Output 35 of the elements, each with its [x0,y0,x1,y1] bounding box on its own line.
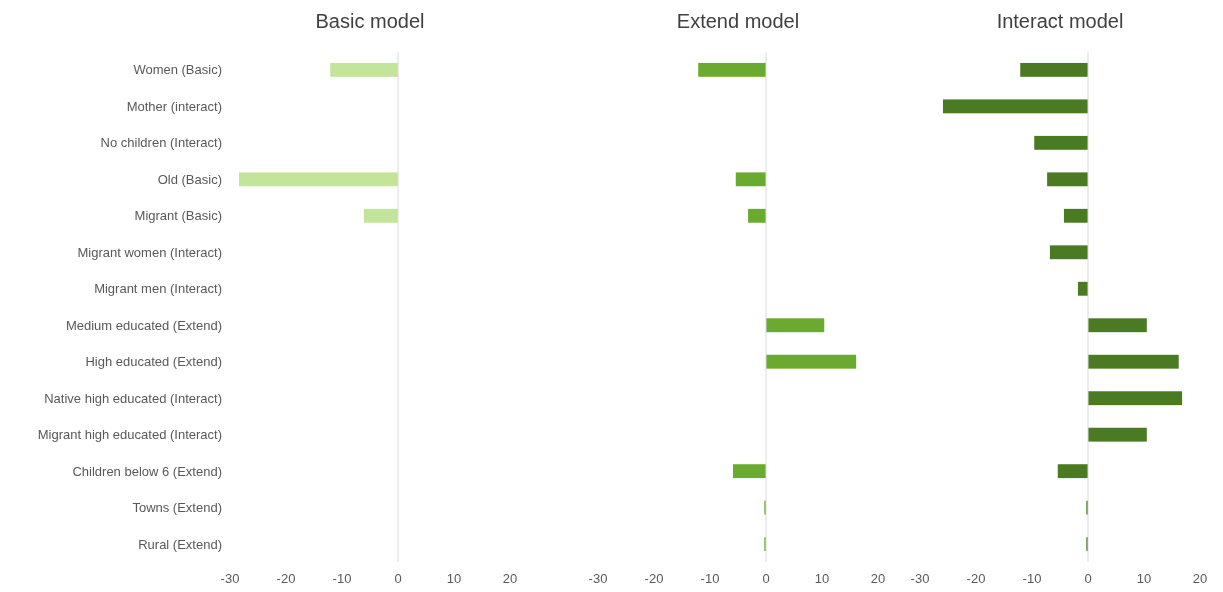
x-tick-label: 10 [1136,571,1152,586]
x-tick-label: -10 [1022,571,1042,586]
y-tick-label: Rural (Extend) [138,536,222,552]
y-tick-label: Old (Basic) [157,171,222,187]
y-tick-label: Migrant men (Interact) [94,281,222,297]
chart-title: Extend model [676,10,800,32]
y-tick-label: Women (Basic) [133,62,222,78]
y-tick-label: Medium educated (Extend) [65,317,222,333]
chart-title: Interact model [996,10,1124,32]
x-tick-label: -20 [644,571,664,586]
x-tick-label: -30 [910,571,930,586]
x-tick-label: -20 [966,571,986,586]
x-tick-label: 10 [446,571,462,586]
x-tick-label: 20 [1192,571,1208,586]
x-tick-label: -10 [332,571,352,586]
y-tick-label: Native high educated (Interact) [44,390,222,406]
x-tick-label: -30 [220,571,240,586]
chart-title: Basic model [315,10,425,32]
x-tick-label: 20 [870,571,886,586]
y-tick-label: Migrant women (Interact) [77,244,222,260]
y-tick-label: High educated (Extend) [85,354,222,370]
x-tick-label: 0 [762,571,770,586]
x-tick-label: 20 [502,571,518,586]
x-tick-label: -10 [700,571,720,586]
x-tick-label: 0 [1084,571,1092,586]
x-tick-label: -30 [588,571,608,586]
x-tick-label: 10 [814,571,830,586]
y-tick-label: Towns (Extend) [132,500,222,516]
y-tick-label: No children (Interact) [100,135,222,151]
y-tick-label: Children below 6 (Extend) [72,463,222,479]
x-tick-label: -20 [276,571,296,586]
x-tick-label: 0 [394,571,402,586]
y-tick-label: Migrant (Basic) [134,208,222,224]
y-tick-label: Migrant high educated (Interact) [37,427,222,443]
y-tick-label: Mother (interact) [126,98,222,114]
